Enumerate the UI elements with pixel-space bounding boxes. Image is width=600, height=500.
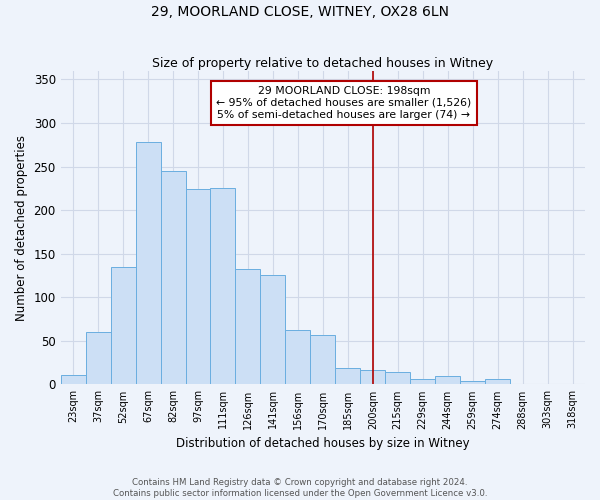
Bar [460,381,485,384]
Bar [286,330,310,384]
Y-axis label: Number of detached properties: Number of detached properties [15,134,28,320]
Bar [485,379,510,384]
Bar [61,375,86,384]
Bar [110,267,136,384]
Bar [410,379,435,384]
Bar [435,376,460,384]
Bar [211,188,235,384]
Title: Size of property relative to detached houses in Witney: Size of property relative to detached ho… [152,56,493,70]
Bar [161,171,185,384]
Bar [86,332,110,384]
X-axis label: Distribution of detached houses by size in Witney: Distribution of detached houses by size … [176,437,470,450]
Bar [360,370,385,384]
Text: 29 MOORLAND CLOSE: 198sqm
← 95% of detached houses are smaller (1,526)
5% of sem: 29 MOORLAND CLOSE: 198sqm ← 95% of detac… [216,86,472,120]
Bar [310,335,335,384]
Text: Contains HM Land Registry data © Crown copyright and database right 2024.
Contai: Contains HM Land Registry data © Crown c… [113,478,487,498]
Bar [185,189,211,384]
Text: 29, MOORLAND CLOSE, WITNEY, OX28 6LN: 29, MOORLAND CLOSE, WITNEY, OX28 6LN [151,5,449,19]
Bar [260,276,286,384]
Bar [136,142,161,384]
Bar [385,372,410,384]
Bar [235,270,260,384]
Bar [335,368,360,384]
